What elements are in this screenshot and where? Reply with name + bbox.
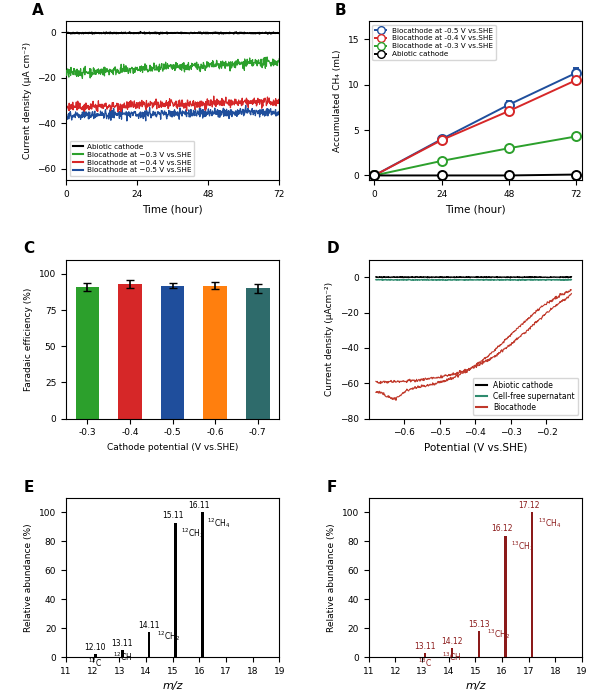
X-axis label: Time (hour): Time (hour) [445,204,506,215]
Legend: Biocathode at -0.5 V vs.SHE, Biocathode at -0.4 V vs.SHE, Biocathode at -0.3 V v: Biocathode at -0.5 V vs.SHE, Biocathode … [373,24,496,60]
Text: $^{12}$CH$_2$: $^{12}$CH$_2$ [157,628,180,642]
X-axis label: Cathode potential (V vs.SHE): Cathode potential (V vs.SHE) [107,442,238,452]
Text: $^{13}$CH$_4$: $^{13}$CH$_4$ [538,516,562,530]
Text: 12.10: 12.10 [85,643,106,652]
X-axis label: m/z: m/z [163,682,183,691]
Text: 15.11: 15.11 [162,512,184,521]
Text: C: C [23,241,34,256]
Y-axis label: Current density (μAcm⁻²): Current density (μAcm⁻²) [325,282,334,396]
Bar [118,284,142,419]
X-axis label: m/z: m/z [465,682,485,691]
Text: 13.11: 13.11 [414,642,436,651]
Text: $^{13}$CH$_2$: $^{13}$CH$_2$ [487,627,511,641]
Text: $^{13}$C: $^{13}$C [418,656,432,669]
Bar [148,633,150,657]
Bar [504,535,506,657]
Bar [451,649,453,657]
Text: E: E [23,480,34,495]
Text: 16.12: 16.12 [491,524,513,533]
X-axis label: Potential (V vs.SHE): Potential (V vs.SHE) [424,442,527,453]
Text: $^{12}$CH: $^{12}$CH [113,651,132,663]
Legend: Abiotic cathode, Biocathode at −0.3 V vs.SHE, Biocathode at −0.4 V vs.SHE, Bioca: Abiotic cathode, Biocathode at −0.3 V vs… [70,141,194,176]
Bar [203,285,227,419]
Bar [478,631,480,657]
Bar [174,523,177,657]
Text: $^{12}$CH$_3$: $^{12}$CH$_3$ [181,526,204,540]
X-axis label: Time (hour): Time (hour) [142,204,203,215]
Bar [161,285,184,419]
Bar [530,512,533,657]
Y-axis label: Faradaic efficiency (%): Faradaic efficiency (%) [25,287,34,391]
Text: $^{13}$CH: $^{13}$CH [442,651,461,663]
Y-axis label: Relative abundance (%): Relative abundance (%) [327,524,336,632]
Text: 16.11: 16.11 [188,501,210,510]
Bar [94,654,97,657]
Text: 15.13: 15.13 [468,620,490,629]
Y-axis label: Current density (μA cm⁻²): Current density (μA cm⁻²) [23,42,32,159]
Legend: Abiotic cathode, Cell-free supernatant, Biocathode: Abiotic cathode, Cell-free supernatant, … [473,377,578,415]
Text: F: F [326,480,337,495]
Text: 14.11: 14.11 [138,621,160,630]
Text: $^{12}$CH$_4$: $^{12}$CH$_4$ [207,516,230,530]
Text: A: A [32,3,44,17]
Text: $^{12}$C: $^{12}$C [88,656,103,669]
Text: D: D [326,241,339,256]
Bar [121,650,124,657]
Text: $^{13}$CH$_3$: $^{13}$CH$_3$ [511,539,535,553]
Bar [424,653,427,657]
Text: 14.12: 14.12 [441,637,463,646]
Y-axis label: Relative abundance (%): Relative abundance (%) [25,524,34,632]
Bar [246,289,269,419]
Text: 13.11: 13.11 [112,639,133,648]
Bar [76,287,99,419]
Bar [201,512,203,657]
Y-axis label: Accumulated CH₄ (mL): Accumulated CH₄ (mL) [333,49,342,152]
Text: B: B [335,3,346,17]
Text: 17.12: 17.12 [518,501,539,510]
